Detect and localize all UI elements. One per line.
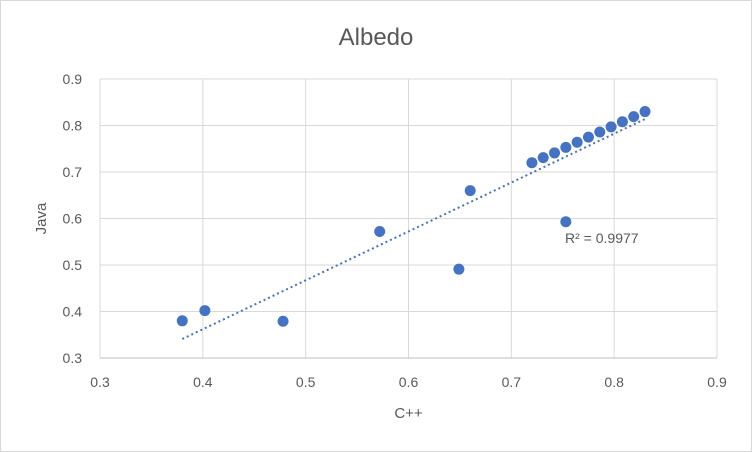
data-point (526, 157, 538, 169)
data-point (560, 216, 572, 228)
y-tick-label: 0.8 (63, 118, 83, 134)
data-point (594, 126, 606, 138)
data-point (560, 141, 572, 153)
y-tick-label: 0.6 (63, 211, 83, 227)
x-tick-label: 0.4 (193, 374, 213, 390)
y-tick-label: 0.3 (63, 350, 83, 366)
data-points (176, 106, 651, 327)
chart-title: Albedo (339, 24, 414, 51)
data-point (464, 185, 476, 197)
x-tick-label: 0.8 (604, 374, 624, 390)
data-point (582, 131, 594, 143)
trendline-group (181, 118, 646, 340)
x-axis-title: C++ (394, 405, 423, 422)
x-tick-label: 0.6 (399, 374, 419, 390)
data-point (277, 315, 289, 327)
data-point (453, 263, 465, 275)
x-tick-label: 0.5 (296, 374, 316, 390)
data-point (628, 111, 640, 123)
data-point (176, 315, 188, 327)
y-tick-label: 0.7 (63, 164, 83, 180)
x-tick-label: 0.9 (707, 374, 727, 390)
data-point (374, 226, 386, 238)
data-point (199, 305, 211, 317)
trendline (181, 118, 646, 340)
y-tick-label: 0.5 (63, 257, 83, 273)
data-point (616, 116, 628, 128)
data-point (639, 106, 651, 118)
x-tick-label: 0.7 (502, 374, 522, 390)
trendline-r2-label: R² = 0.9977 (565, 230, 639, 246)
y-tick-label: 0.4 (63, 304, 83, 320)
x-tick-label: 0.3 (90, 374, 110, 390)
data-point (605, 121, 617, 133)
data-point (537, 152, 549, 164)
y-axis-title: Java (33, 202, 50, 234)
data-point (571, 136, 583, 148)
data-point (549, 147, 561, 159)
y-tick-label: 0.9 (63, 71, 83, 87)
tick-labels: 0.3 0.4 0.5 0.6 0.7 0.8 0.9 0.3 0.4 0.5 0.6 0.7 0.8 0… (63, 71, 727, 390)
